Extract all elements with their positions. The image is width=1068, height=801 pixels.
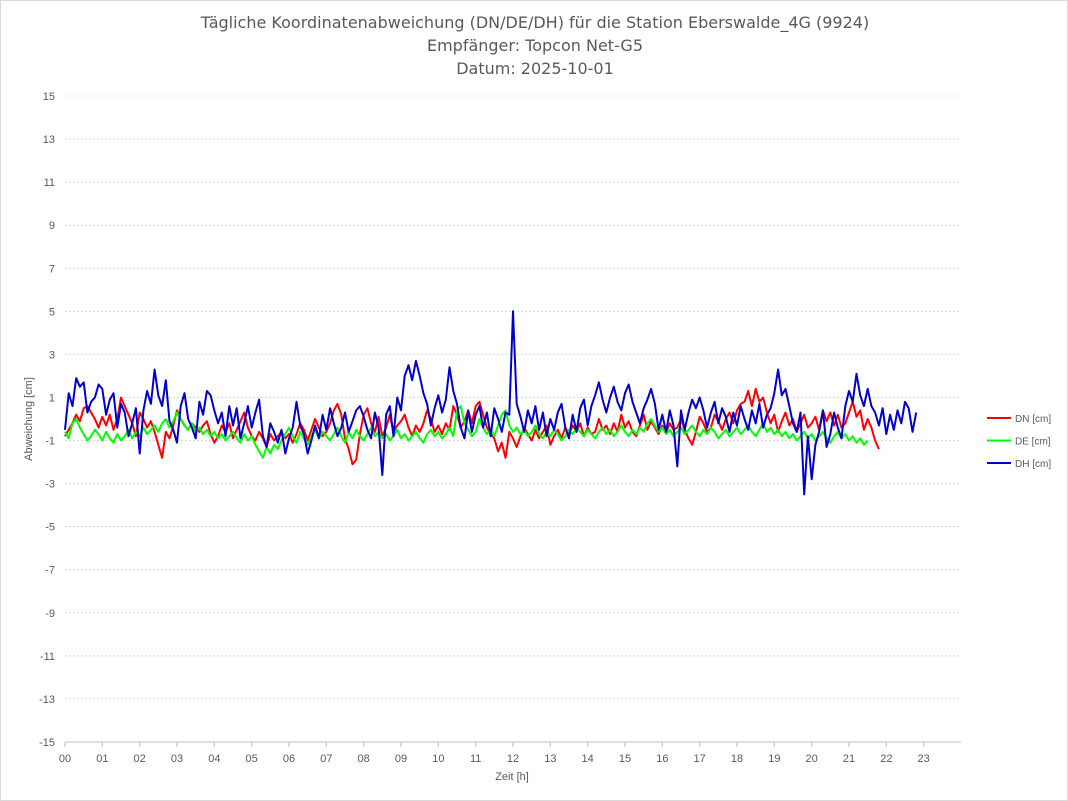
y-tick-label: -9 <box>45 608 55 620</box>
y-tick-label: 13 <box>43 134 55 146</box>
legend-label: DN [cm] <box>1015 414 1051 425</box>
x-tick-label: 11 <box>470 753 481 765</box>
y-tick-label: 7 <box>49 263 55 275</box>
x-tick-label: 00 <box>59 753 71 765</box>
y-tick-label: 5 <box>49 306 55 318</box>
y-tick-label: 1 <box>49 392 55 404</box>
x-tick-label: 23 <box>918 753 930 765</box>
x-tick-label: 01 <box>96 753 108 765</box>
x-tick-label: 06 <box>283 753 295 765</box>
x-tick-label: 12 <box>507 753 519 765</box>
y-tick-label: 3 <box>49 349 55 361</box>
x-tick-label: 09 <box>395 753 407 765</box>
y-tick-label: -15 <box>39 737 55 749</box>
x-tick-label: 15 <box>619 753 631 765</box>
x-axis-label: Zeit [h] <box>495 771 529 783</box>
x-tick-label: 20 <box>806 753 818 765</box>
y-tick-label: -5 <box>45 522 55 534</box>
x-tick-label: 14 <box>582 753 594 765</box>
y-tick-labels: 15 13 11 9 7 5 3 1 -1 -3 -5 -7 -9 -11 -13 -15 <box>39 91 55 749</box>
x-tick-label: 13 <box>544 753 556 765</box>
x-tick-label: 17 <box>694 753 706 765</box>
x-tick-label: 03 <box>171 753 183 765</box>
y-tick-label: -11 <box>40 651 55 663</box>
x-tick-labels: 00 01 02 03 04 05 06 07 08 09 10 11 12 13 14 15 16 17 18 19… <box>59 741 961 765</box>
x-tick-label: 05 <box>246 753 258 765</box>
x-tick-label: 04 <box>208 753 220 765</box>
y-tick-label: 9 <box>49 220 55 232</box>
x-tick-label: 02 <box>134 753 146 765</box>
y-tick-label: -1 <box>45 436 55 448</box>
chart-subtitle-receiver: Empfänger: Topcon Net-G5 <box>426 36 644 55</box>
grid-layer <box>65 95 961 743</box>
x-tick-label: 21 <box>843 753 855 765</box>
y-tick-label: -13 <box>39 694 55 706</box>
x-tick-label: 19 <box>768 753 780 765</box>
x-tick-label: 22 <box>880 753 892 765</box>
series-layer <box>64 310 918 496</box>
chart-title: Tägliche Koordinatenabweichung (DN/DE/DH… <box>200 13 870 32</box>
chart-subtitle-date: Datum: 2025-10-01 <box>456 59 614 78</box>
legend-label: DH [cm] <box>1015 459 1051 470</box>
series-line-dh <box>64 310 918 496</box>
x-tick-label: 07 <box>320 753 332 765</box>
y-tick-label: -7 <box>45 565 55 577</box>
x-tick-label: 16 <box>656 753 668 765</box>
x-tick-label: 18 <box>731 753 743 765</box>
y-tick-label: -3 <box>45 479 55 491</box>
x-tick-label: 10 <box>432 753 444 765</box>
x-tick-label: 08 <box>358 753 370 765</box>
y-tick-label: 15 <box>43 91 55 103</box>
legend-label: DE [cm] <box>1015 437 1051 448</box>
y-tick-label: 11 <box>44 177 55 189</box>
legend: DN [cm] DE [cm] DH [cm] <box>987 414 1051 470</box>
y-axis-label: Abweichung [cm] <box>23 377 35 461</box>
